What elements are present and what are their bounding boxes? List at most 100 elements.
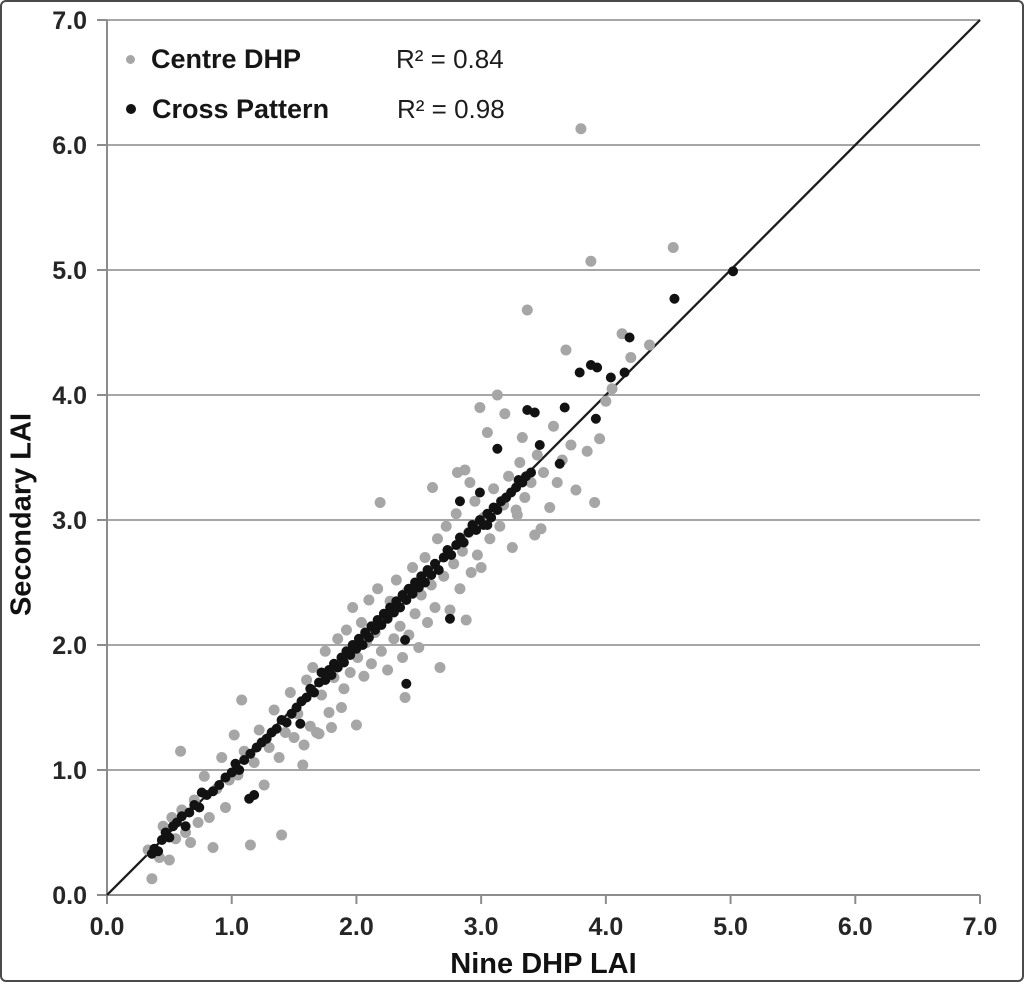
- data-point: [506, 542, 518, 553]
- data-point: [419, 552, 431, 563]
- x-axis-title: Nine DHP LAI: [450, 948, 637, 980]
- y-tick-label: 3.0: [52, 507, 87, 535]
- data-point: [444, 604, 456, 616]
- data-point: [276, 829, 288, 841]
- data-point: [575, 123, 587, 135]
- data-point: [288, 732, 300, 743]
- data-point: [146, 873, 158, 885]
- legend-label-centre-dhp: Centre DHP: [151, 43, 302, 74]
- data-point: [248, 757, 260, 768]
- data-point: [606, 383, 618, 395]
- data-point: [624, 332, 635, 343]
- data-point: [401, 678, 412, 689]
- data-point: [263, 742, 275, 753]
- data-point: [363, 632, 374, 643]
- data-point: [574, 367, 585, 378]
- x-tick-label: 0.0: [90, 913, 125, 941]
- data-point: [335, 702, 347, 713]
- data-point: [350, 719, 362, 731]
- data-point: [444, 613, 455, 624]
- data-point: [374, 497, 386, 508]
- data-point: [326, 670, 337, 680]
- data-point: [413, 642, 425, 653]
- data-point: [400, 635, 411, 645]
- data-point: [214, 780, 225, 790]
- data-point: [407, 588, 418, 599]
- data-point: [499, 408, 511, 420]
- data-point: [458, 537, 469, 548]
- data-point: [284, 687, 296, 698]
- data-point: [301, 692, 312, 703]
- y-tick-label: 1.0: [52, 757, 87, 785]
- data-point: [236, 694, 248, 706]
- data-point: [301, 674, 313, 686]
- data-point: [600, 395, 612, 407]
- data-point: [728, 266, 739, 277]
- data-point: [514, 457, 526, 468]
- data-point: [338, 657, 349, 668]
- data-point: [268, 704, 280, 716]
- data-point: [347, 602, 359, 613]
- data-point: [363, 594, 375, 606]
- data-point: [592, 362, 603, 373]
- data-point: [475, 562, 487, 573]
- data-point: [511, 509, 523, 521]
- data-point: [279, 727, 291, 738]
- data-point: [420, 577, 431, 588]
- data-point: [538, 467, 549, 478]
- data-point: [471, 525, 482, 535]
- data-point: [492, 505, 503, 515]
- data-point: [163, 854, 175, 866]
- data-point: [422, 617, 434, 628]
- data-point: [465, 567, 477, 578]
- data-point: [249, 790, 260, 800]
- data-point: [559, 402, 570, 413]
- data-point: [175, 745, 187, 757]
- data-point: [313, 728, 325, 740]
- data-point: [474, 487, 485, 498]
- data-point: [551, 477, 563, 488]
- data-point: [460, 614, 472, 626]
- data-point: [295, 718, 306, 729]
- data-point: [388, 633, 400, 645]
- data-point: [216, 752, 228, 763]
- data-point: [207, 842, 219, 853]
- data-point: [492, 443, 503, 454]
- data-point: [471, 549, 483, 561]
- data-point: [544, 502, 556, 513]
- data-point: [307, 662, 319, 673]
- data-point: [382, 664, 394, 676]
- data-point: [446, 550, 457, 560]
- data-point: [590, 413, 601, 424]
- data-point: [534, 440, 545, 450]
- data-point: [208, 786, 219, 797]
- legend-item-centre-dhp: Centre DHP R² = 0.84: [126, 40, 505, 78]
- data-point: [245, 748, 256, 759]
- data-point: [239, 755, 250, 765]
- x-tick-label: 3.0: [464, 913, 499, 941]
- data-point: [401, 595, 412, 605]
- data-point: [176, 811, 187, 822]
- data-point: [484, 533, 496, 545]
- data-point: [531, 449, 543, 461]
- data-point: [345, 650, 356, 660]
- data-point: [594, 433, 606, 445]
- data-point: [529, 407, 540, 418]
- data-point: [395, 602, 406, 613]
- data-point: [526, 467, 537, 478]
- data-point: [488, 483, 500, 495]
- data-point: [481, 427, 493, 438]
- data-point: [365, 658, 377, 670]
- x-tick-label: 2.0: [339, 913, 374, 941]
- y-tick-label: 7.0: [52, 7, 87, 35]
- data-point: [409, 608, 421, 620]
- data-point: [429, 602, 441, 613]
- data-point: [340, 624, 352, 636]
- data-point: [397, 652, 409, 663]
- data-point: [219, 802, 231, 813]
- data-point: [469, 495, 481, 507]
- data-point: [390, 574, 402, 586]
- data-point: [297, 759, 309, 771]
